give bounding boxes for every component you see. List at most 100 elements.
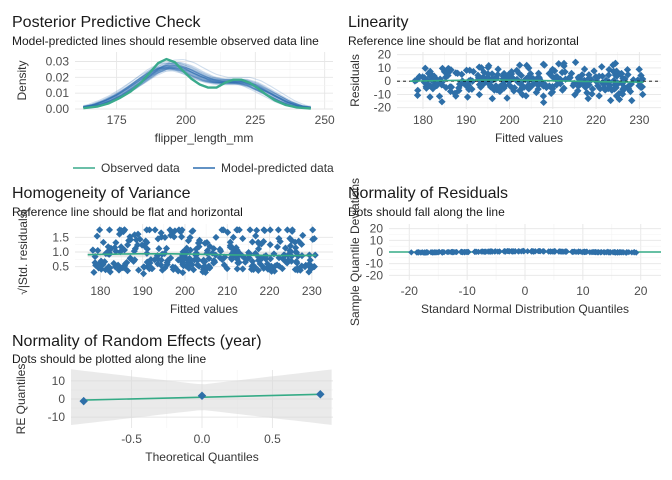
sqrt-residual-point [229,233,237,241]
residual-point [488,70,496,78]
sqrt-residual-point [131,245,139,253]
x-tick-label: 230 [629,113,649,127]
y-tick-label: -10 [374,87,392,101]
y-tick-label: 10 [52,374,66,388]
residual-point [503,94,511,102]
panel-title: Homogeneity of Variance [12,185,191,202]
sqrt-residual-point [145,261,153,269]
sqrt-residual-point [287,257,295,265]
x-tick-label: 20 [634,284,648,298]
re-point [197,391,207,400]
sqrt-residual-point [292,248,300,256]
y-tick-label: 0 [58,392,65,406]
x-tick-label: 210 [217,284,237,298]
sqrt-residual-point [283,226,291,234]
model-draw-line [83,64,311,109]
sqrt-residual-point [210,259,218,267]
residual-point [571,58,580,66]
sqrt-residual-point [132,236,140,244]
residual-point [539,98,548,107]
sqrt-residual-point [115,266,123,274]
sqrt-residual-point [295,237,303,245]
sqrt-residual-point [266,241,274,249]
y-tick-label: 0.03 [46,55,70,69]
residual-point [580,65,589,73]
sqrt-residual-point [99,261,107,269]
sqrt-residual-point [117,227,125,235]
sqrt-residual-point [232,244,240,252]
sqrt-residual-point [257,240,265,248]
residual-point [635,65,643,73]
sqrt-residual-point [185,264,193,272]
x-axis-label: Theoretical Quantiles [145,450,258,464]
residual-point [488,94,496,103]
y-tick-label: 0 [384,74,391,88]
sqrt-residual-point [278,265,286,273]
panel-title: Normality of Random Effects (year) [12,333,262,350]
panel-subtitle: Reference line should be flat and horizo… [12,205,243,219]
y-axis-label: √|Std. residuals| [16,209,30,295]
panel-random: Normality of Random Effects (year) Dots s… [12,333,333,464]
sqrt-residual-point [201,257,209,266]
residual-point [466,66,474,75]
sqrt-residual-point [94,246,102,255]
sqrt-residual-point [154,235,162,243]
sqrt-residual-point [95,261,103,269]
sqrt-residual-point [112,239,120,247]
sqrt-residual-point [161,233,169,241]
residual-point [500,82,509,90]
model-draw-line [83,67,311,109]
residual-point [493,86,501,94]
model-draw-line [83,62,311,109]
sqrt-residual-point [212,233,220,241]
y-axis-label: RE Quantiles [14,364,28,435]
sqrt-residual-point [296,266,304,274]
residual-point [605,65,613,74]
residual-point [637,71,645,80]
panel-subtitle: Reference line should be flat and horizo… [348,34,579,48]
sqrt-residual-point [286,242,294,250]
panel-subtitle: Dots should fall along the line [348,205,505,219]
y-axis-label: Residuals [348,54,362,107]
sqrt-residual-point [157,261,165,269]
sqrt-residual-point [239,265,247,273]
gridlines [75,52,333,110]
sqrt-residual-point [154,255,162,263]
residual-point [463,93,472,101]
sqrt-residual-point [299,231,307,239]
sqrt-residual-point [239,235,247,243]
x-tick-label: 180 [90,284,110,298]
sqrt-residual-point [143,226,151,234]
model-draw-line [83,64,311,109]
residual-point [585,71,593,79]
sqrt-residual-point [309,226,317,234]
sqrt-residual-point [288,226,296,234]
sqrt-residual-point [195,243,203,251]
model-draw-line [83,62,311,109]
sqrt-residual-point [189,227,197,235]
sqrt-residual-point [186,234,194,242]
sqrt-residual-point [233,265,241,273]
sqrt-residual-point [117,243,125,251]
sqrt-residual-point [252,232,260,240]
sqrt-residual-point [246,226,254,234]
x-tick-label: -10 [458,284,476,298]
x-tick-label: 0.0 [194,432,211,446]
re-point [79,396,88,406]
qq-point [450,249,457,256]
y-axis-label: Density [15,60,29,100]
sqrt-residual-point [135,266,143,274]
residual-point [569,81,577,90]
residual-point [548,65,557,74]
sqrt-residual-point [266,255,275,263]
sqrt-residual-point [147,256,155,264]
sqrt-residual-point [210,245,218,253]
sqrt-residual-point [131,256,139,264]
sqrt-residual-point [219,226,227,234]
sqrt-residual-point [223,265,231,273]
y-tick-label: -20 [374,101,392,115]
residual-point [545,69,553,78]
x-tick-label: 0.5 [264,432,281,446]
sqrt-residual-point [201,239,209,247]
